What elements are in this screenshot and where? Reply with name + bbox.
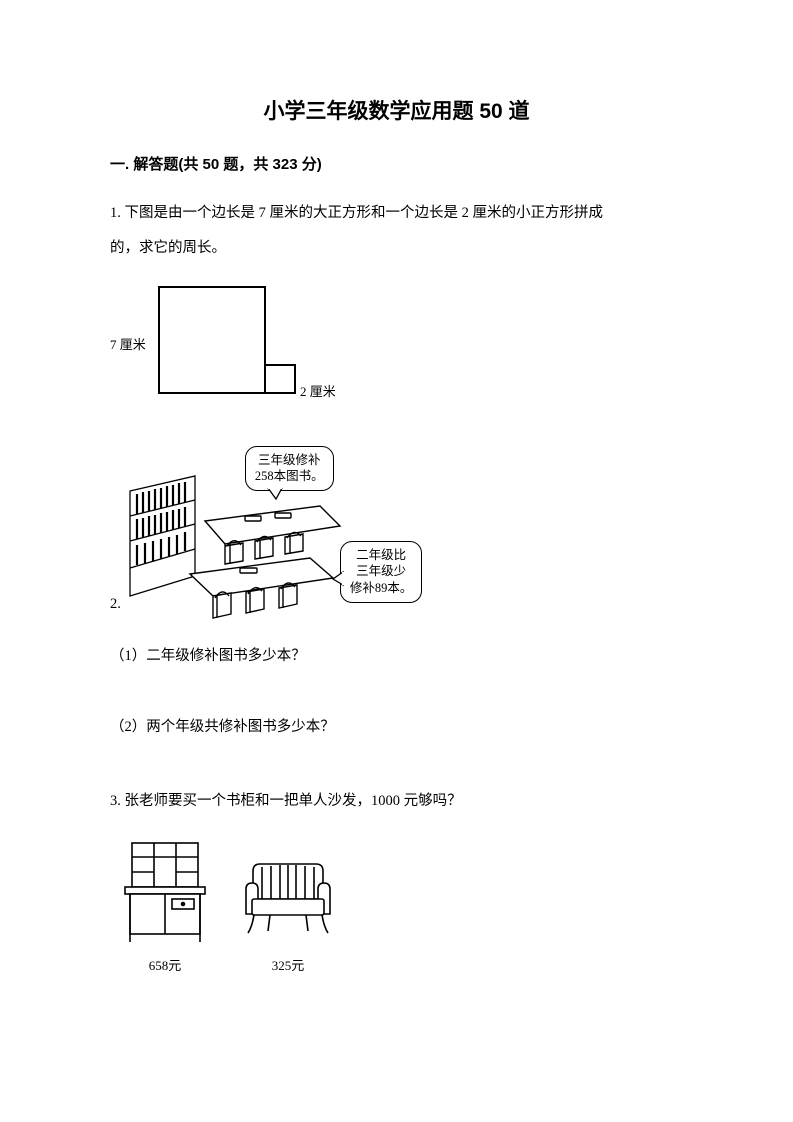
q1-small-square — [266, 364, 296, 394]
q1-line1: 1. 下图是由一个边长是 7 厘米的大正方形和一个边长是 2 厘米的小正方形拼成 — [110, 196, 683, 231]
bubble2-line1: 二年级比 — [356, 548, 406, 562]
page-title: 小学三年级数学应用题 50 道 — [110, 95, 683, 125]
bubble1-line2: 258本图书。 — [255, 469, 324, 483]
bubble2-line3: 修补89本。 — [350, 581, 413, 595]
sofa-item: 325元 — [238, 859, 338, 974]
bubble2-line2: 三年级少 — [356, 564, 406, 578]
price-sofa: 325元 — [238, 955, 338, 974]
speech-bubble-1: 三年级修补 258本图书。 — [245, 446, 334, 492]
bookshelf-icon — [120, 839, 210, 949]
q1-big-square — [158, 286, 266, 394]
speech-bubble-2: 二年级比 三年级少 修补89本。 — [340, 541, 423, 604]
q1-label-7cm: 7 厘米 — [110, 334, 146, 353]
q2-number: 2. — [110, 596, 121, 621]
q2-sub2: （2）两个年级共修补图书多少本？ — [110, 712, 683, 744]
q1-line2: 的，求它的周长。 — [110, 231, 683, 266]
price-bookshelf: 658元 — [120, 955, 210, 974]
q3-figure: 658元 — [120, 839, 683, 974]
bubble1-line1: 三年级修补 — [258, 453, 321, 467]
q2-figure: 三年级修补 258本图书。 二年级比 三年级少 修补89本。 — [125, 446, 425, 621]
q2-sub1: （1）二年级修补图书多少本？ — [110, 641, 683, 673]
q3-text: 3. 张老师要买一个书柜和一把单人沙发，1000 元够吗？ — [110, 784, 683, 819]
q1-label-2cm: 2 厘米 — [300, 381, 336, 400]
bookshelf-item: 658元 — [120, 839, 210, 974]
sofa-icon — [238, 859, 338, 949]
q1-figure: 7 厘米 2 厘米 — [110, 286, 370, 416]
section-header: 一. 解答题(共 50 题，共 323 分) — [110, 153, 683, 174]
